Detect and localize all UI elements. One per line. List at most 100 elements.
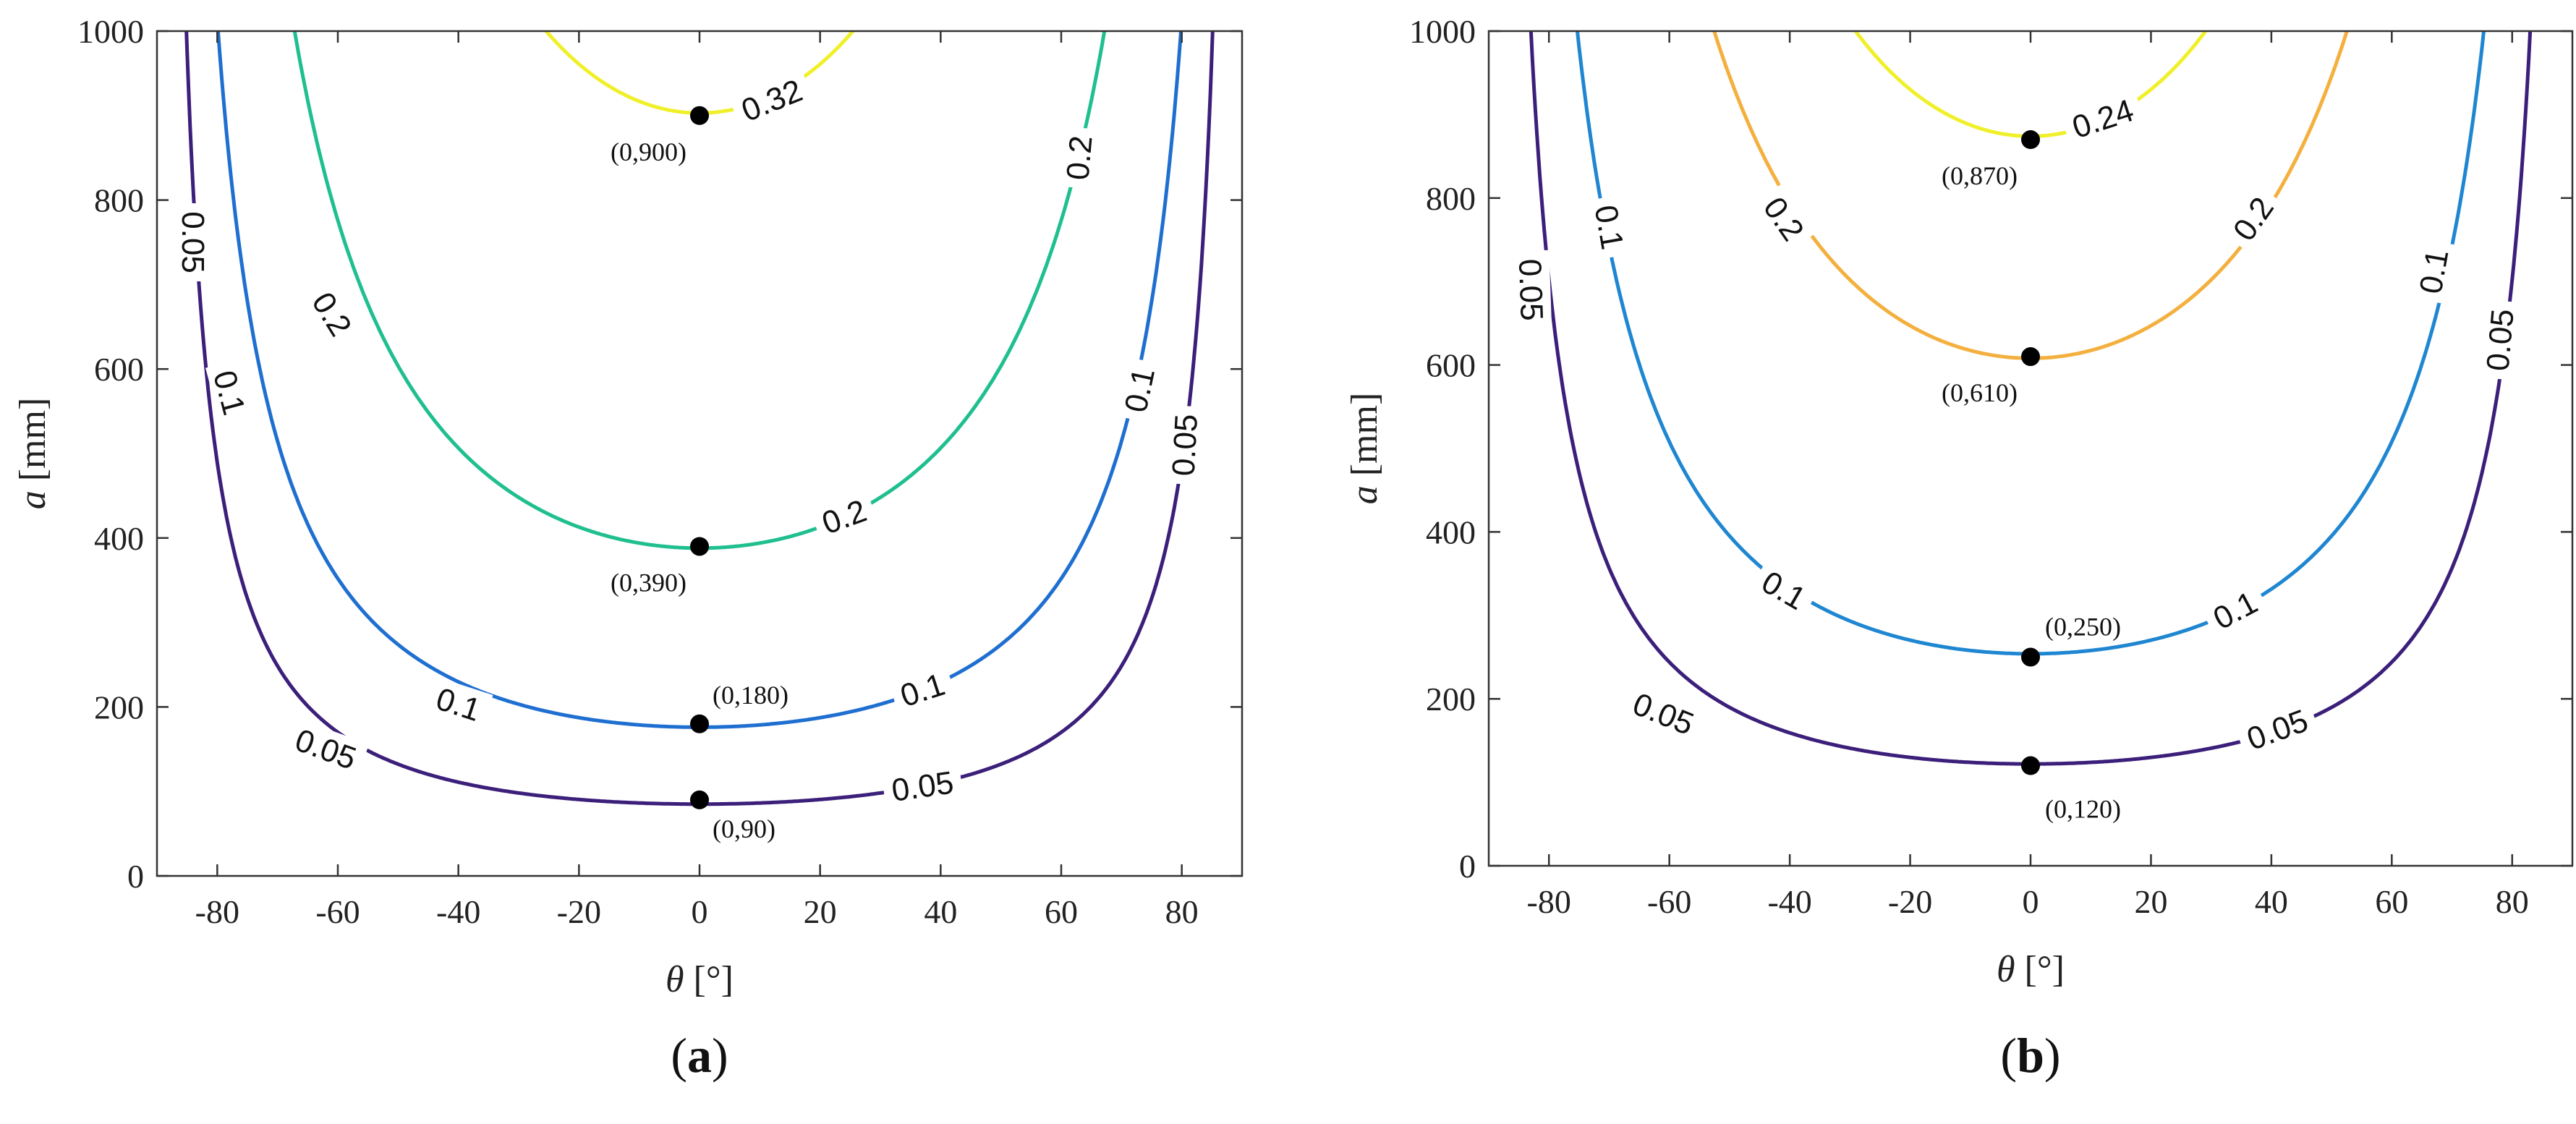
y-tick-label: 1000 (77, 13, 144, 50)
contour-label-text: 0.32 (736, 73, 807, 129)
point-label: (0,390) (611, 568, 686, 597)
contour-label-bg (881, 761, 964, 809)
contour-label: 0.05 (2477, 299, 2521, 380)
contour-label: 0.2 (302, 278, 365, 349)
contour-label-bg (2234, 698, 2320, 759)
x-axis-label: θ [°] (1997, 949, 2065, 990)
contour-label: 0.05 (1620, 681, 1707, 744)
contour-label-text: 0.1 (2413, 247, 2456, 297)
contour-label-bg (177, 203, 213, 281)
contour-label-bg (1587, 194, 1634, 260)
contour-label: 0.05 (2234, 698, 2320, 759)
data-point (690, 790, 709, 809)
contour-label: 0.2 (809, 488, 878, 543)
contour-line-0.1 (1575, 31, 2486, 656)
y-tick-label: 0 (127, 858, 144, 895)
y-axis-label: a [mm] (12, 398, 54, 510)
contour-label-bg (1749, 558, 1820, 620)
contour-label-bg (2409, 238, 2456, 305)
x-tick-label: -40 (436, 893, 480, 930)
contour-label: 0.05 (175, 203, 213, 281)
x-tick-label: 40 (2255, 883, 2288, 920)
y-tick-label: 400 (94, 520, 144, 557)
x-tick-label: -60 (1647, 883, 1691, 920)
contour-label: 0.1 (425, 676, 493, 730)
point-label: (0,90) (713, 814, 775, 843)
x-tick-label: -20 (1888, 883, 1932, 920)
contour-label-bg (1163, 404, 1204, 485)
panel-a: 0.050.050.050.050.10.1 0.10.10.20.20.20.3… (12, 13, 1244, 1083)
contour-label-bg (1620, 681, 1707, 744)
contour-label-bg (888, 662, 956, 715)
contour-line-0.2 (292, 31, 1107, 550)
contour-label-bg (1513, 250, 1552, 330)
contour-label-bg (1114, 357, 1162, 423)
contour-label: 0.1 (2199, 579, 2270, 639)
contour-label: 0.1 (205, 358, 256, 426)
x-axis-label: θ [°] (666, 959, 734, 1000)
contour-label-text: 0.05 (1166, 413, 1204, 477)
x-tick-label: 20 (2134, 883, 2167, 920)
contour-label-text: 0.1 (1587, 203, 1630, 252)
axes-box (1487, 30, 2574, 867)
y-tick-label: 600 (94, 351, 144, 388)
contour-label-text: 0.05 (175, 211, 211, 273)
contour-label-bg (2059, 88, 2146, 147)
point-label: (0,180) (713, 681, 788, 710)
contour-label-bg (2199, 579, 2270, 639)
data-point (2021, 756, 2040, 775)
data-point (2021, 647, 2040, 667)
contour-label: 0.2 (1753, 183, 1817, 253)
contour-label: 0.2 (1057, 126, 1100, 190)
contour-label: 0.05 (283, 717, 370, 778)
y-tick-label: 600 (1426, 347, 1476, 384)
y-tick-label: 200 (1426, 681, 1476, 718)
data-point (2021, 130, 2040, 150)
contour-label-bg (425, 676, 493, 730)
contour-label: 0.1 (2409, 238, 2456, 305)
y-axis-label: a [mm] (1344, 393, 1385, 505)
y-tick-label: 800 (94, 182, 144, 219)
x-tick-label: -40 (1767, 883, 1811, 920)
contour-label-text: 0.05 (2243, 703, 2313, 757)
x-tick-label: -80 (195, 893, 239, 930)
data-point (690, 537, 709, 556)
contour-line-0.32 (543, 31, 856, 115)
y-tick-label: 1000 (1409, 13, 1476, 50)
contour-label-text: 0.05 (1512, 258, 1550, 321)
contour-label-text: 0.05 (890, 765, 956, 808)
x-tick-label: -80 (1527, 883, 1571, 920)
y-tick-label: 800 (1426, 180, 1476, 217)
contour-label-bg (809, 488, 878, 543)
contour-label-text: 0.05 (1628, 686, 1699, 743)
contour-label-text: 0.05 (2480, 307, 2520, 372)
contour-label: 0.05 (1163, 404, 1204, 485)
contour-label-text: 0.24 (2068, 93, 2138, 145)
x-tick-label: 0 (2023, 883, 2039, 920)
contour-label-bg (302, 278, 365, 349)
point-label: (0,120) (2045, 795, 2121, 824)
contour-label: 0.1 (1587, 194, 1634, 260)
panel-label: (a) (671, 1028, 728, 1083)
contour-label: 0.1 (1114, 357, 1162, 423)
contour-label-text: 0.2 (1060, 135, 1099, 182)
contour-line-0.2 (1712, 31, 2349, 360)
x-tick-label: 0 (692, 893, 708, 930)
x-tick-label: 60 (1045, 893, 1078, 930)
x-tick-label: 40 (924, 893, 957, 930)
contour-label-bg (1057, 126, 1099, 190)
contour-label-bg (283, 717, 370, 778)
data-point (690, 106, 709, 125)
contour-label: 0.05 (881, 761, 964, 809)
panel-label: (b) (2000, 1028, 2060, 1083)
contour-label-bg (2219, 183, 2284, 253)
contour-label: 0.05 (1512, 250, 1552, 330)
contour-label-text: 0.05 (291, 723, 361, 777)
x-tick-label: -20 (557, 893, 601, 930)
point-label: (0,870) (1942, 161, 2018, 190)
x-tick-label: 80 (1165, 893, 1199, 930)
point-label: (0,610) (1942, 378, 2018, 407)
contour-label: 0.1 (888, 662, 956, 715)
